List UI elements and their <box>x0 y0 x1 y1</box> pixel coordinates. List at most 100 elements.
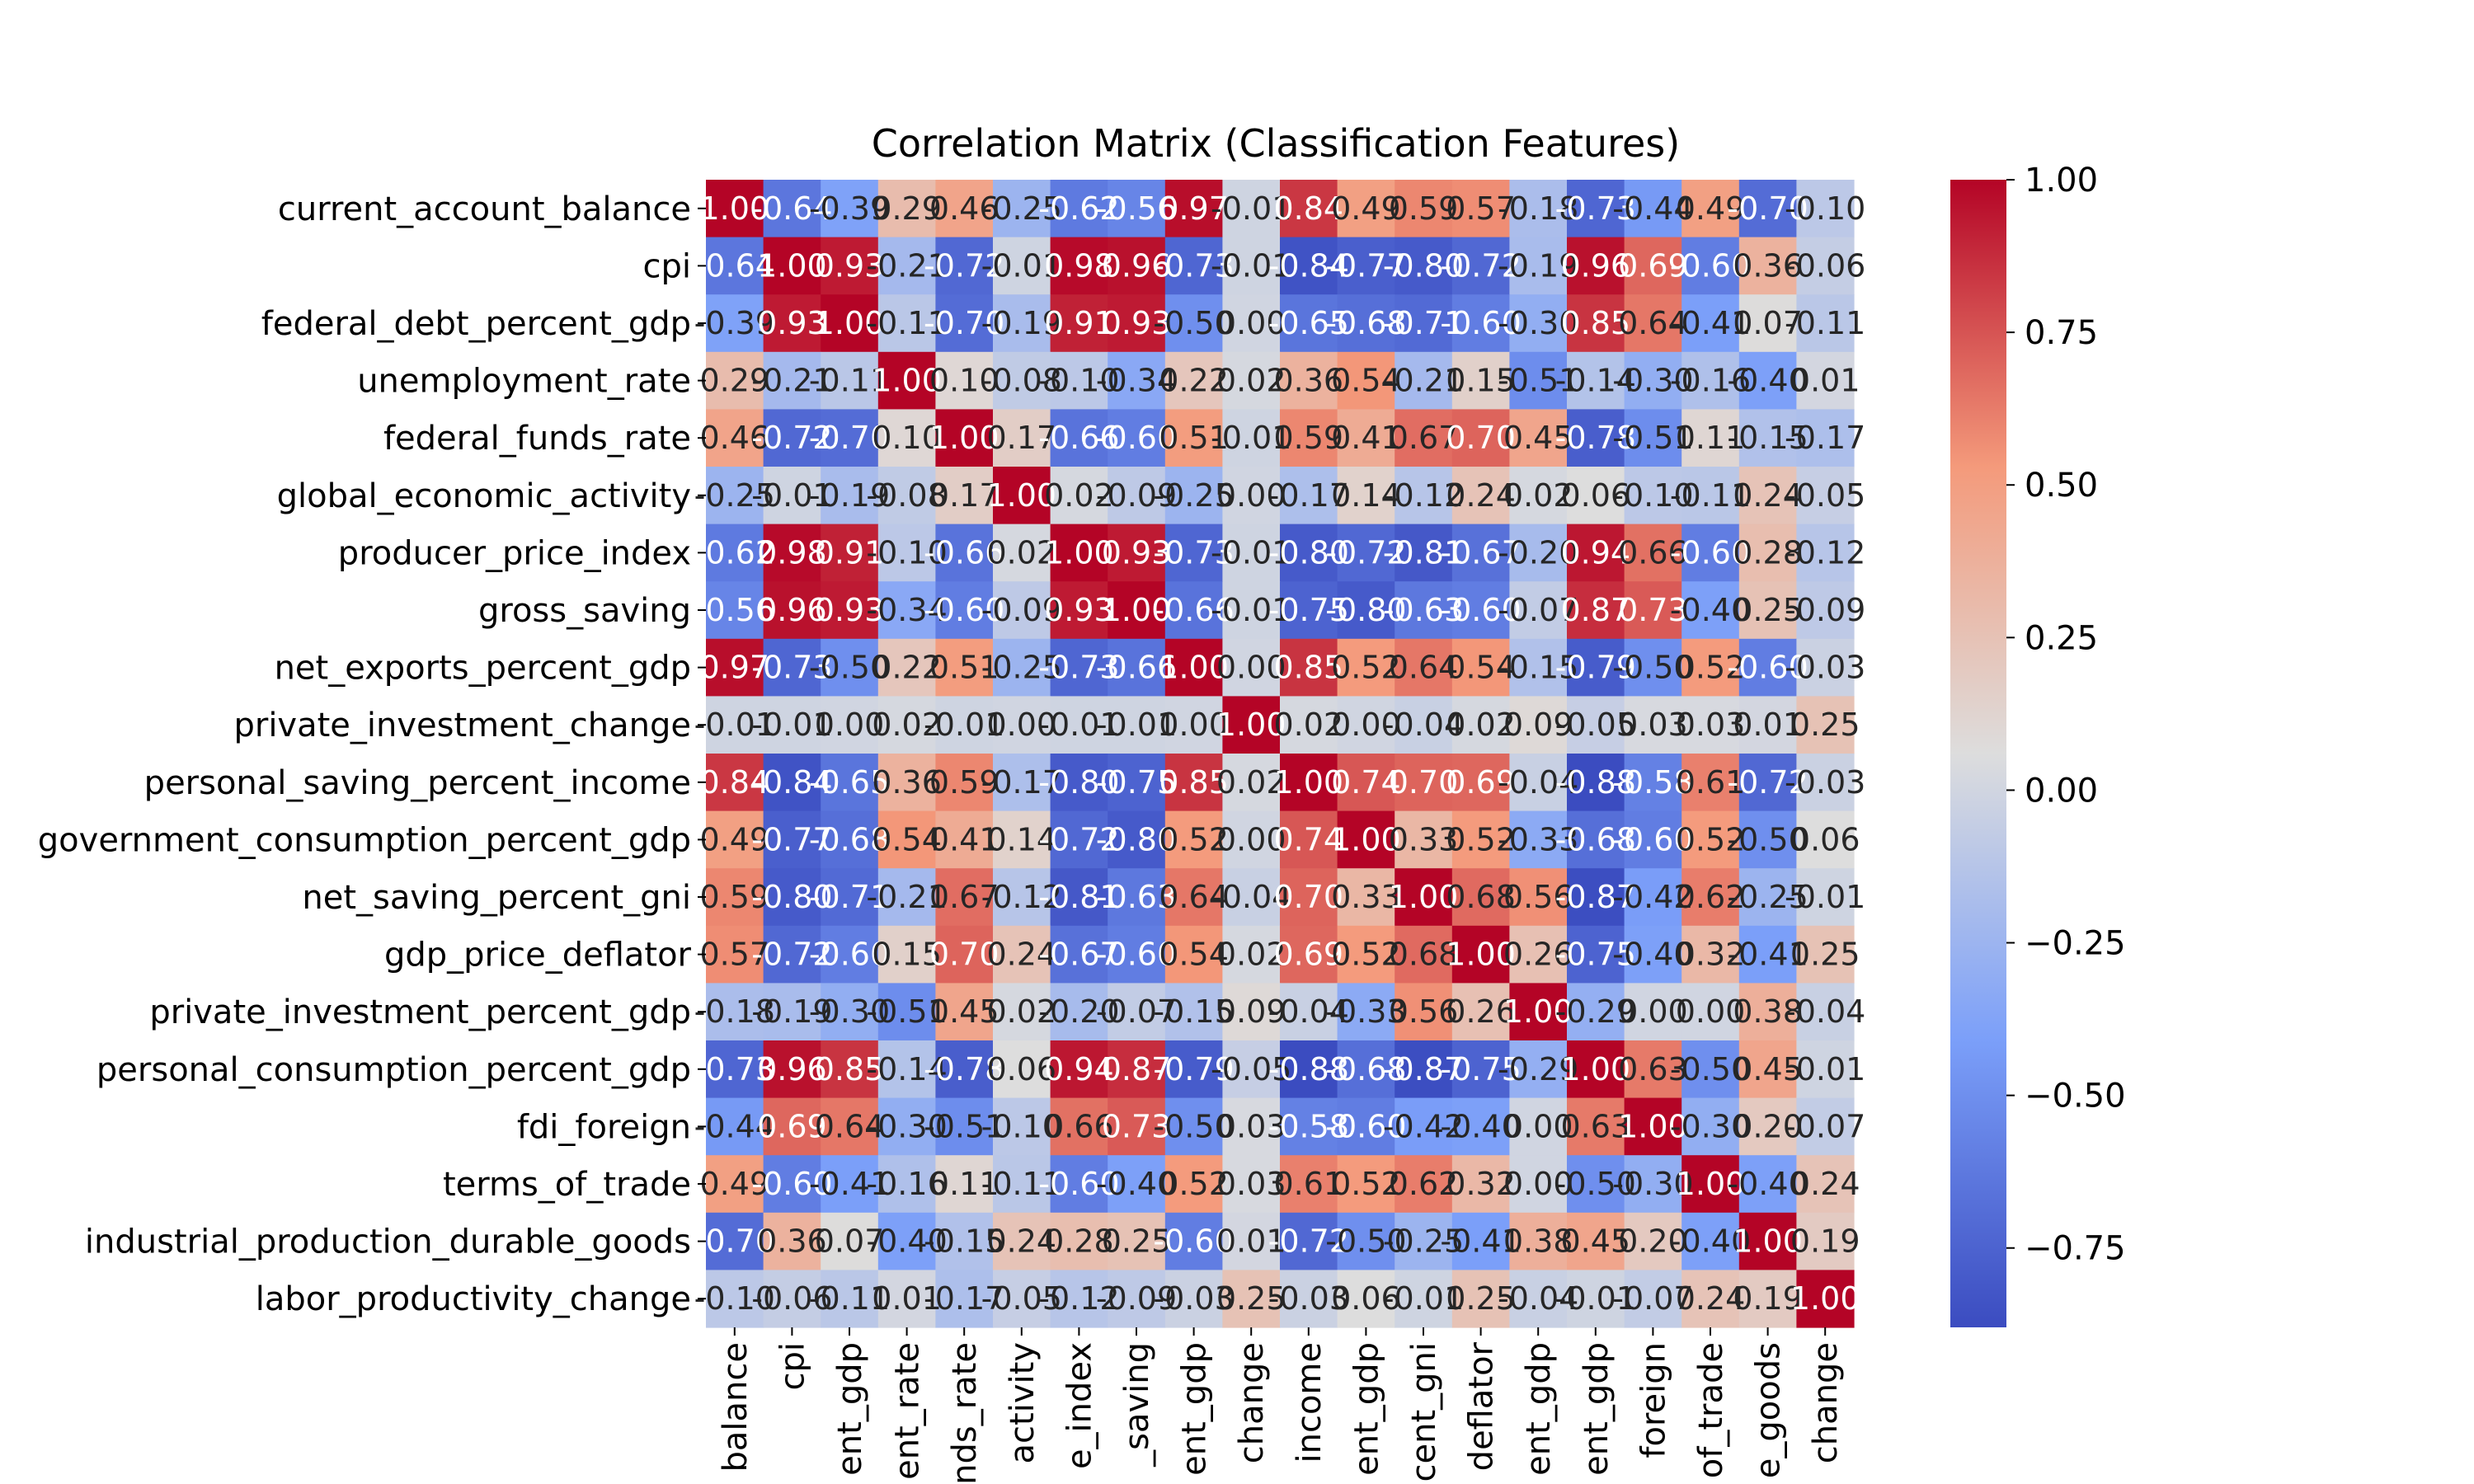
heatmap-cell <box>1164 638 1223 697</box>
heatmap-cell <box>1567 409 1625 467</box>
heatmap-cell <box>1681 294 1740 353</box>
heatmap-cell-label: 0.38 <box>1503 1223 1573 1260</box>
heatmap-cell <box>1681 925 1740 984</box>
heatmap-cell-label: 1.00 <box>1618 1108 1688 1144</box>
heatmap-cell <box>763 180 821 238</box>
heatmap-cell <box>821 1097 879 1156</box>
heatmap-cell <box>1395 754 1453 812</box>
heatmap-cell <box>1796 1097 1855 1156</box>
heatmap-cell <box>1796 581 1855 640</box>
heatmap-cell-label: 0.03 <box>1216 1108 1286 1144</box>
heatmap-cell <box>1222 581 1281 640</box>
heatmap-cell-label: 1.00 <box>986 477 1056 514</box>
heatmap-cell <box>1451 925 1510 984</box>
heatmap-cell-label: -0.70 <box>1727 190 1808 227</box>
heatmap-cell-label: 1.00 <box>1503 993 1573 1030</box>
heatmap-cell <box>1681 351 1740 410</box>
heatmap-cell-label: -0.08 <box>981 363 1062 399</box>
heatmap-cell-label: 0.54 <box>872 821 942 857</box>
heatmap-cell-label: -0.41 <box>809 1166 890 1202</box>
heatmap-cell-label: 0.01 <box>1216 1223 1286 1260</box>
heatmap-cell-label: -0.01 <box>981 247 1062 284</box>
heatmap-cell <box>1738 983 1797 1041</box>
heatmap-cell-label: -0.07 <box>1612 1280 1693 1317</box>
heatmap-cell-label: 1.00 <box>815 305 885 341</box>
heatmap-cell-label: 0.85 <box>815 1051 885 1087</box>
heatmap-cell-label: -0.15 <box>1727 420 1808 456</box>
heatmap-cell <box>1337 409 1395 467</box>
heatmap-cell-label: -0.40 <box>1440 1108 1521 1144</box>
heatmap-cell-label: -0.04 <box>1211 879 1291 915</box>
heatmap-cell <box>1796 409 1855 467</box>
heatmap-cell-label: -0.70 <box>924 305 1004 341</box>
heatmap-cell-label: 0.36 <box>1733 247 1803 284</box>
heatmap-cell <box>1108 237 1166 295</box>
heatmap-cell-label: -0.17 <box>1268 477 1349 514</box>
y-axis-tick-label: gross_saving <box>478 592 691 630</box>
heatmap-cell <box>1451 696 1510 754</box>
heatmap-cell <box>821 1155 879 1214</box>
heatmap-cell-label: -0.60 <box>1096 420 1177 456</box>
heatmap-cell-label: -0.03 <box>1785 650 1865 686</box>
heatmap-cell-label: 0.57 <box>699 937 769 973</box>
heatmap-cell-label: 0.93 <box>1044 592 1114 628</box>
heatmap-cell-label: -0.19 <box>751 993 832 1030</box>
heatmap-cell <box>935 1212 994 1270</box>
heatmap-cell-label: -0.01 <box>924 707 1004 743</box>
heatmap-cell <box>1108 810 1166 869</box>
heatmap-cell <box>1681 1212 1740 1270</box>
heatmap-cell <box>1624 1040 1682 1099</box>
heatmap-cell <box>1738 237 1797 295</box>
heatmap-cell <box>993 294 1051 353</box>
heatmap-cell-label: -0.30 <box>1612 363 1693 399</box>
heatmap-cell-label: 0.69 <box>1273 937 1343 973</box>
heatmap-cell-label: -0.56 <box>694 592 775 628</box>
heatmap-cell-label: -0.51 <box>924 1108 1004 1144</box>
heatmap-cell <box>1395 409 1453 467</box>
x-axis-tick-label: ent_gdp <box>1348 1342 1385 1476</box>
heatmap-cell-label: -0.11 <box>809 363 890 399</box>
heatmap-cell <box>1395 581 1453 640</box>
heatmap-cell-label: 0.09 <box>1503 707 1573 743</box>
heatmap-cell <box>1164 754 1223 812</box>
heatmap-cell-label: 0.02 <box>986 993 1056 1030</box>
heatmap-cell-label: 0.85 <box>1273 650 1343 686</box>
heatmap-cell-label: 0.94 <box>1044 1051 1114 1087</box>
heatmap-cell <box>1624 1270 1682 1328</box>
heatmap-cell <box>1796 294 1855 353</box>
heatmap-cell <box>1567 524 1625 582</box>
heatmap-cell-label: 1.00 <box>1389 879 1459 915</box>
heatmap-cell <box>1567 1212 1625 1270</box>
heatmap-cell-label: 0.36 <box>1273 363 1343 399</box>
heatmap-cell-label: 0.20 <box>1618 1223 1688 1260</box>
heatmap-cell-label: -0.01 <box>1555 1280 1636 1317</box>
heatmap-cell <box>821 294 879 353</box>
x-axis-tick-label: foreign <box>1634 1342 1672 1458</box>
heatmap-cell-label: -0.25 <box>981 650 1062 686</box>
heatmap-cell <box>1222 983 1281 1041</box>
heatmap-cell-label: -0.30 <box>1498 305 1578 341</box>
heatmap-cell-label: 1.00 <box>1102 592 1172 628</box>
heatmap-cell <box>1567 810 1625 869</box>
heatmap-cell <box>993 1040 1051 1099</box>
heatmap-cell-label: -0.58 <box>1268 1108 1349 1144</box>
heatmap-cell-label: -0.18 <box>1498 190 1578 227</box>
heatmap-cell <box>935 868 994 927</box>
heatmap-cell-label: 0.11 <box>929 1166 999 1202</box>
heatmap-cell <box>821 983 879 1041</box>
heatmap-cell <box>1624 696 1682 754</box>
heatmap-cell-label: 0.62 <box>1676 879 1746 915</box>
heatmap-cell-label: -0.40 <box>1612 937 1693 973</box>
heatmap-cell-label: -0.10 <box>866 534 947 571</box>
heatmap-cell <box>1509 351 1568 410</box>
heatmap-cell-label: 0.45 <box>929 993 999 1030</box>
heatmap-cell-label: 0.87 <box>1102 1051 1172 1087</box>
heatmap-cell-label: -0.03 <box>1153 1280 1234 1317</box>
heatmap-cell-label: 0.17 <box>929 477 999 514</box>
heatmap-cell-label: 0.69 <box>1446 764 1516 801</box>
heatmap-cell-label: 0.28 <box>1044 1223 1114 1260</box>
colorbar-tick-label: 0.75 <box>2025 314 2098 352</box>
heatmap-cell <box>1624 180 1682 238</box>
heatmap-cell-label: -0.80 <box>751 879 832 915</box>
heatmap-cell-label: 0.63 <box>1560 1108 1630 1144</box>
